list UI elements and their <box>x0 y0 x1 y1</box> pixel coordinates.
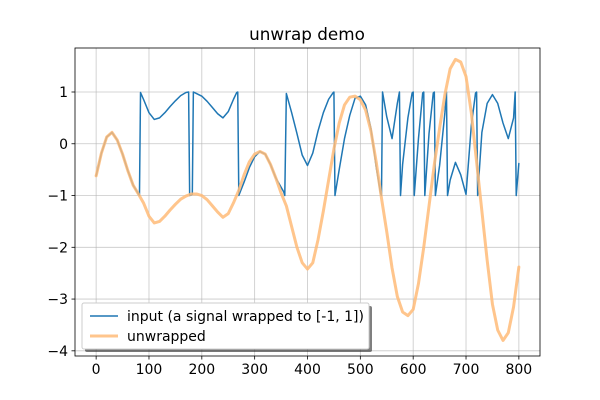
x-tick-label: 0 <box>92 362 101 378</box>
legend-label: input (a signal wrapped to [-1, 1]) <box>127 309 364 325</box>
chart-title: unwrap demo <box>249 24 365 44</box>
x-tick-label: 200 <box>188 362 215 378</box>
axis-ticks: 0 100 200 300 400 500 600 700 800 1 0 −1 −2 −3 −4 <box>47 85 532 378</box>
series-line-unwrapped <box>94 57 521 342</box>
x-tick-label: 500 <box>347 362 374 378</box>
legend-label: unwrapped <box>127 329 206 345</box>
y-tick-label: −2 <box>47 240 68 256</box>
series-line-input <box>95 91 520 197</box>
x-tick-label: 100 <box>136 362 163 378</box>
y-tick-label: −1 <box>47 189 68 205</box>
legend: input (a signal wrapped to [-1, 1]) unwra… <box>81 302 372 352</box>
y-tick-label: −4 <box>47 344 68 360</box>
x-tick-label: 800 <box>505 362 532 378</box>
legend-box <box>81 302 370 350</box>
plot-series <box>94 57 521 342</box>
y-tick-label: −3 <box>47 292 68 308</box>
x-tick-label: 600 <box>400 362 427 378</box>
x-tick-label: 700 <box>453 362 480 378</box>
x-tick-label: 400 <box>294 362 321 378</box>
y-tick-label: 0 <box>59 137 68 153</box>
x-tick-label: 300 <box>241 362 268 378</box>
y-tick-label: 1 <box>59 85 68 101</box>
